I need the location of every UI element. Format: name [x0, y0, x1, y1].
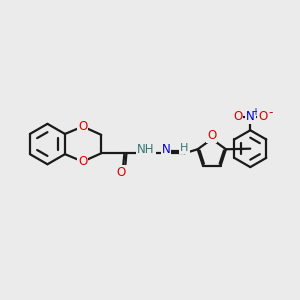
Text: +: +	[251, 107, 259, 117]
Text: O: O	[207, 129, 216, 142]
Text: O: O	[117, 166, 126, 179]
Text: NH: NH	[137, 142, 154, 156]
Text: -: -	[268, 106, 273, 119]
Text: O: O	[258, 110, 267, 123]
Text: N: N	[162, 143, 170, 156]
Text: N: N	[246, 110, 255, 123]
Text: O: O	[78, 120, 87, 133]
Text: H: H	[180, 143, 189, 153]
Text: O: O	[78, 155, 87, 168]
Text: O: O	[233, 110, 242, 123]
